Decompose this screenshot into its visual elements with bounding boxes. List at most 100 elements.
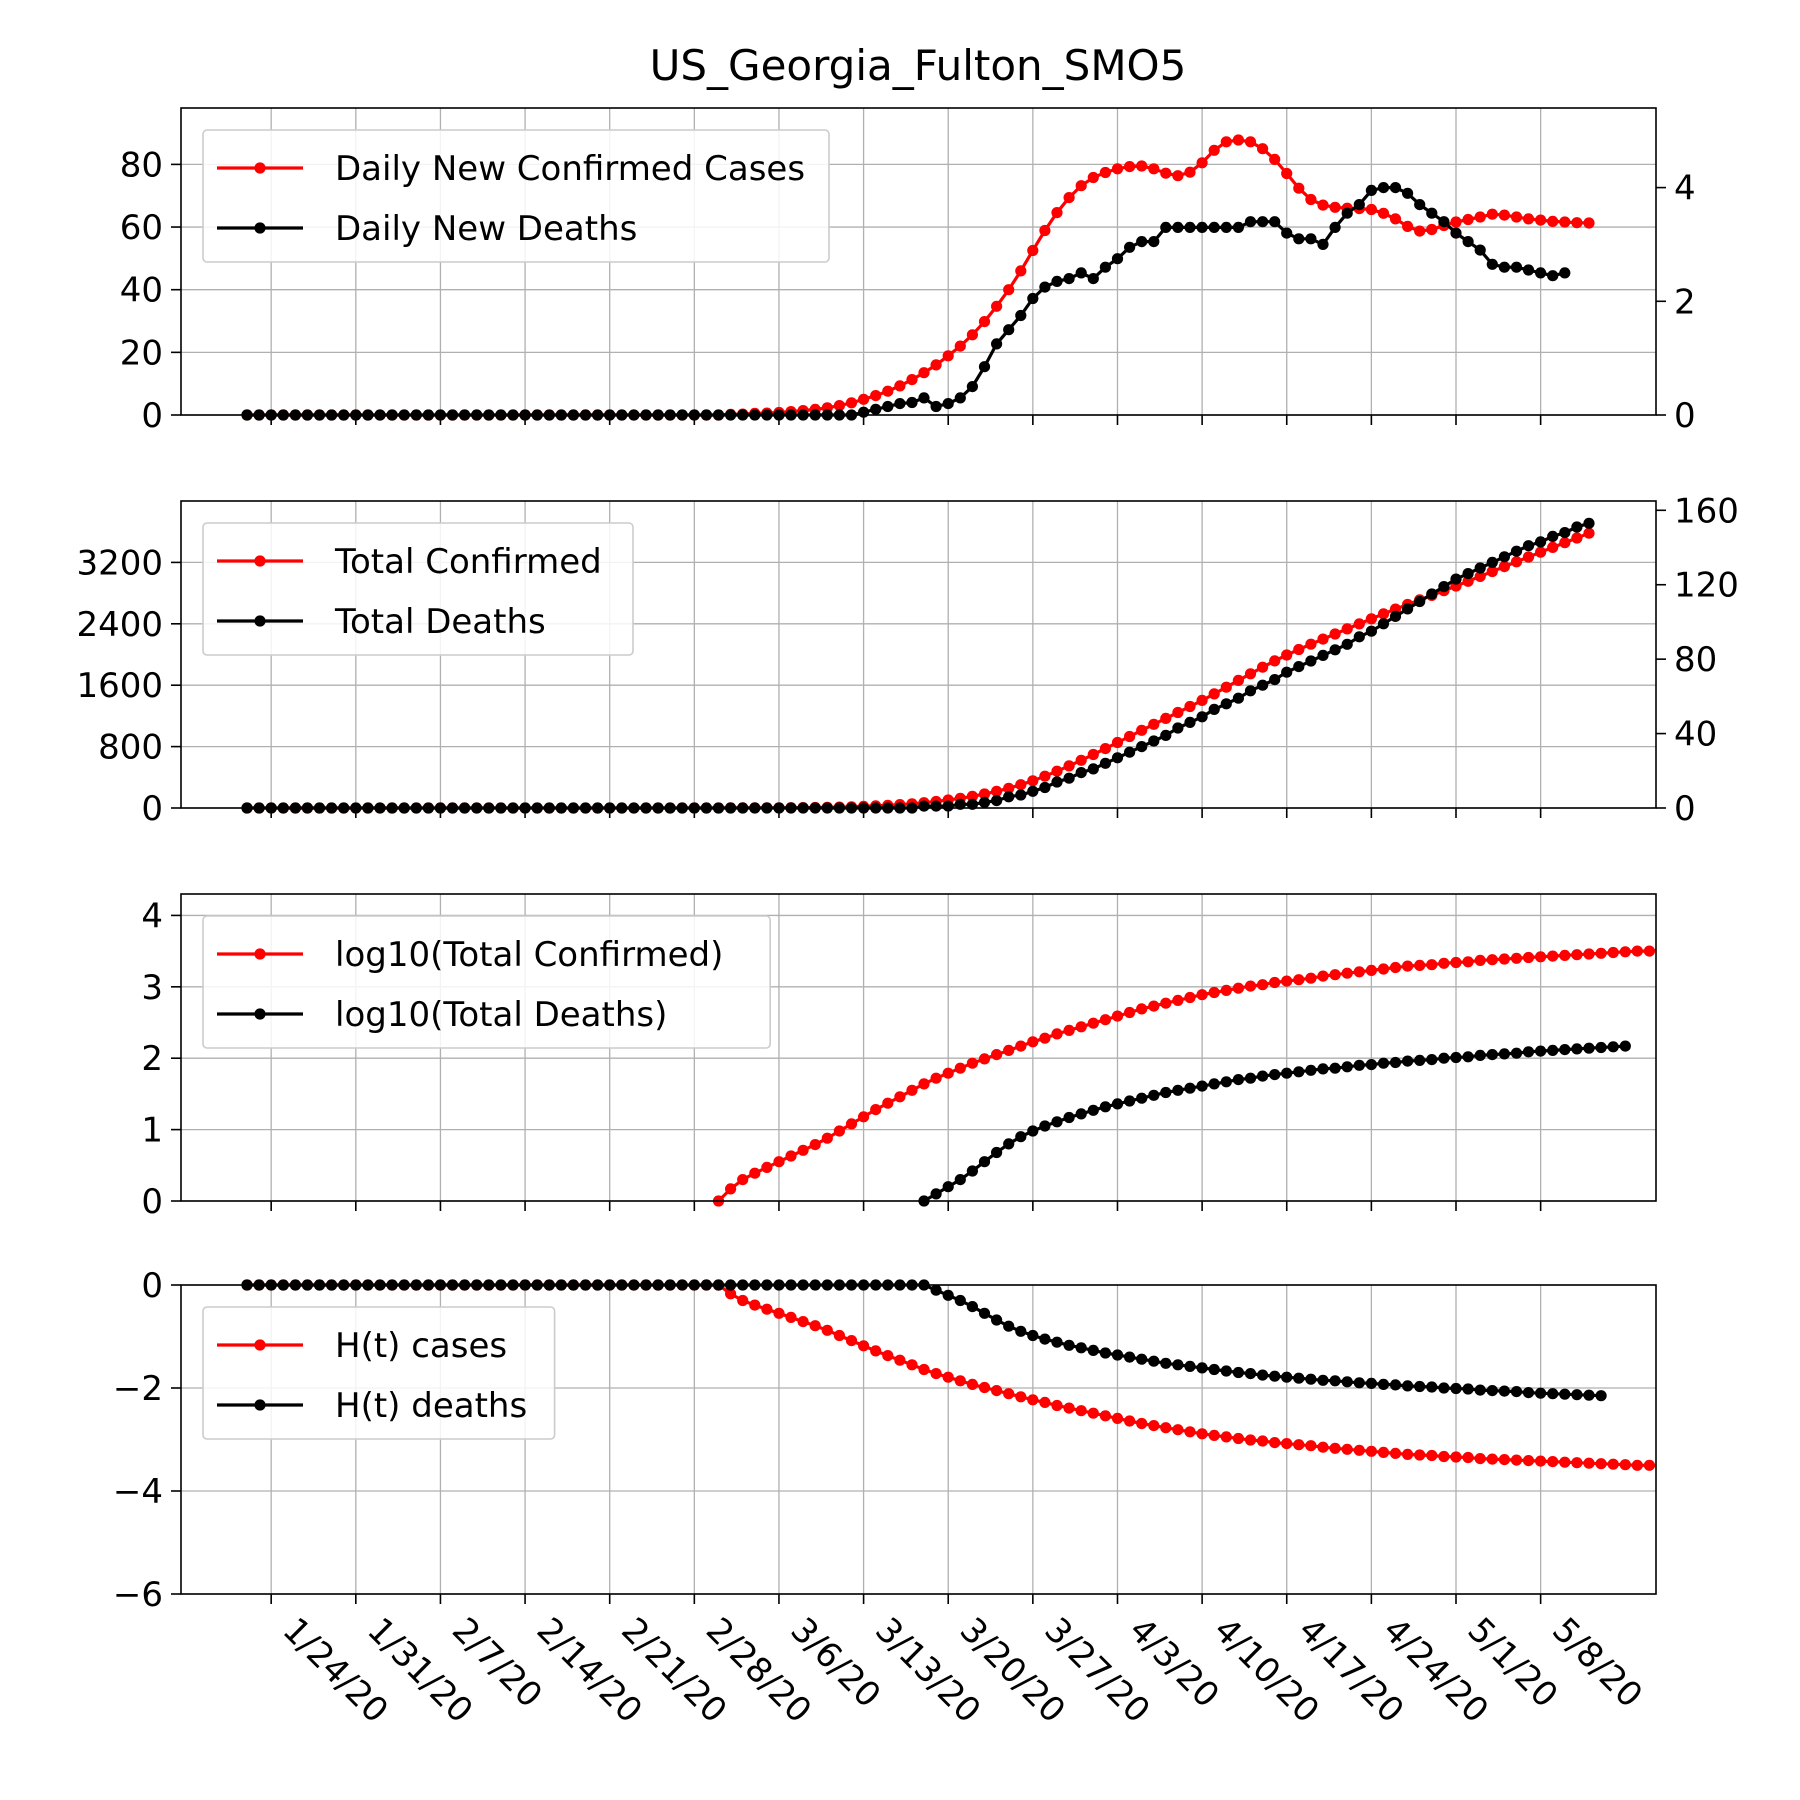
data-point [1510, 1454, 1523, 1466]
legend-marker [254, 162, 266, 174]
data-point [1643, 945, 1655, 957]
data-point [1438, 1450, 1450, 1463]
data-point [1668, 944, 1679, 955]
data-point [1208, 144, 1220, 156]
data-point [930, 1284, 942, 1296]
legend: H(t) cases H(t) deaths [202, 1306, 556, 1440]
data-point [1051, 1028, 1063, 1040]
data-point [1595, 947, 1607, 959]
data-point [1184, 221, 1196, 233]
data-point [1498, 1385, 1510, 1397]
data-point [1160, 1422, 1172, 1434]
data-point [1353, 199, 1365, 211]
data-point [1003, 1388, 1015, 1400]
data-point [1414, 1380, 1426, 1393]
data-point [1148, 236, 1160, 248]
data-point [954, 392, 966, 404]
data-point [1257, 661, 1269, 673]
data-point [978, 788, 991, 800]
data-point [991, 338, 1003, 350]
data-point [1148, 1420, 1160, 1432]
y-tick-label-left: 1600 [76, 666, 163, 706]
data-point [1111, 1412, 1124, 1424]
data-point [1450, 1382, 1462, 1395]
data-point [1571, 521, 1583, 533]
data-point [1571, 217, 1583, 229]
data-point [1389, 961, 1402, 974]
data-point [1281, 1371, 1293, 1383]
data-point [1232, 692, 1244, 704]
data-point [1305, 655, 1317, 667]
chart-title: US_Georgia_Fulton_SMO5 [650, 41, 1187, 90]
data-point [1305, 972, 1317, 984]
data-point [1498, 1048, 1510, 1060]
data-point [1124, 241, 1136, 253]
axes-frame [180, 500, 1657, 809]
data-point [1317, 649, 1329, 662]
axes-frame [180, 107, 1657, 416]
data-point [930, 1368, 942, 1380]
data-point [1498, 561, 1510, 573]
data-point [1317, 238, 1329, 250]
data-point [809, 1320, 821, 1332]
data-point [1003, 782, 1015, 794]
data-point [1063, 760, 1075, 772]
data-point [1595, 1390, 1607, 1402]
data-point [1317, 1441, 1329, 1453]
data-point [978, 1053, 991, 1065]
data-point [1571, 1389, 1583, 1401]
y-tick-label-right: 0 [1674, 789, 1696, 829]
data-point [1559, 1456, 1571, 1468]
data-point [1124, 730, 1136, 743]
data-point [1341, 623, 1353, 635]
data-point [821, 1324, 833, 1336]
data-point [1099, 757, 1111, 769]
data-point [1148, 1089, 1160, 1101]
data-point [1063, 192, 1075, 204]
data-point [991, 300, 1003, 312]
data-point [1426, 1449, 1438, 1462]
data-point [1232, 221, 1244, 233]
data-point [1510, 952, 1523, 964]
data-point [1498, 209, 1510, 221]
data-point [1305, 1440, 1317, 1452]
y-tick-label-right: 2 [1674, 282, 1696, 322]
data-point [1462, 575, 1474, 587]
data-point [991, 785, 1003, 797]
series-line [717, 949, 1656, 1203]
data-point [1329, 221, 1341, 233]
data-point [1305, 1064, 1317, 1076]
data-point [833, 400, 846, 412]
data-point [1184, 166, 1196, 178]
data-point [1087, 763, 1099, 775]
data-point [1498, 1454, 1510, 1466]
data-point [1015, 1040, 1027, 1052]
data-point [833, 1329, 846, 1342]
data-point [1063, 1339, 1075, 1351]
data-point [1281, 1067, 1293, 1079]
y-tick-label-left: 2400 [76, 605, 163, 645]
data-point [1136, 1417, 1148, 1430]
data-point [1027, 1125, 1039, 1137]
legend-marker [254, 1399, 266, 1411]
data-point [1051, 1399, 1063, 1412]
data-point [1474, 211, 1486, 223]
data-point [966, 1057, 979, 1069]
y-tick-label-left: −2 [113, 1369, 163, 1409]
data-point [1498, 551, 1510, 563]
data-point [882, 400, 894, 413]
data-point [966, 790, 979, 802]
data-point [1535, 1455, 1547, 1467]
data-point [1522, 951, 1535, 964]
data-point [1269, 674, 1281, 686]
data-point [1389, 213, 1402, 225]
data-point [1136, 724, 1148, 736]
y-tick-label-left: 80 [120, 145, 163, 185]
data-point [1680, 943, 1691, 954]
data-point [1547, 541, 1559, 554]
data-point [858, 406, 870, 418]
data-point [1015, 1325, 1027, 1337]
y-tick-label-right: 40 [1674, 715, 1717, 755]
data-point [930, 400, 942, 413]
legend-marker [254, 1339, 266, 1351]
